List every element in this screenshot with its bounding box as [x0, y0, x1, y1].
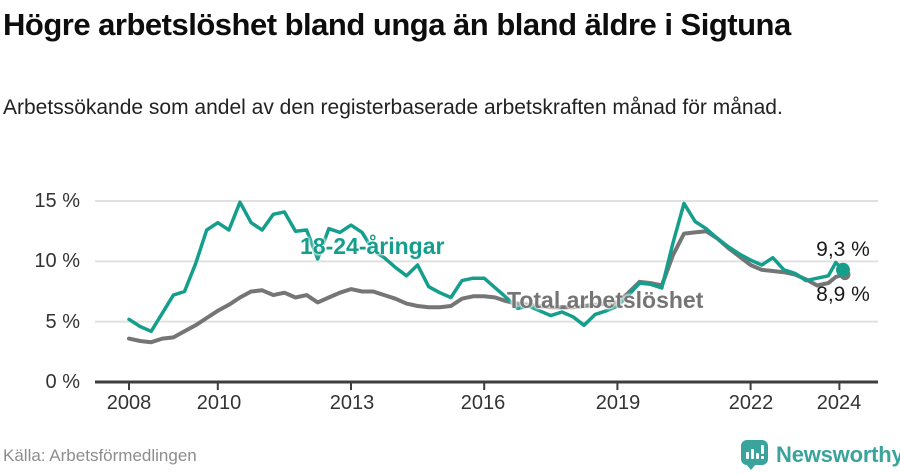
series-label-total: Total arbetslöshet	[507, 287, 704, 313]
source-note: Källa: Arbetsförmedlingen	[3, 446, 197, 465]
x-axis-label-2013: 2013	[329, 392, 375, 414]
page-title: Högre arbetslöshet bland unga än bland ä…	[3, 7, 791, 42]
end-value-label-youth: 9,3 %	[816, 238, 870, 261]
y-axis-label-10: 10 %	[34, 250, 80, 272]
newsworthy-logo-icon	[741, 440, 768, 470]
x-axis-label-2016: 2016	[460, 392, 506, 414]
y-axis-label-15: 15 %	[34, 190, 80, 212]
x-axis-label-2008: 2008	[106, 392, 152, 414]
y-axis-label-0: 0 %	[45, 371, 80, 393]
newsworthy-wordmark: Newsworthy	[776, 442, 900, 467]
series-end-dot-youth	[835, 262, 850, 277]
series-line-youth	[127, 200, 845, 334]
page-subtitle: Arbetssökande som andel av den registerb…	[3, 96, 783, 119]
x-axis-label-2022: 2022	[728, 392, 774, 414]
x-axis-label-2019: 2019	[595, 392, 641, 414]
y-axis-label-5: 5 %	[45, 311, 80, 333]
x-axis-label-2010: 2010	[196, 392, 242, 414]
series-line-total	[127, 229, 845, 345]
series-label-youth: 18-24-åringar	[300, 233, 445, 259]
end-value-label-total: 8,9 %	[816, 283, 870, 306]
x-axis-label-2024: 2024	[816, 392, 862, 414]
newsworthy-logo[interactable]: Newsworthy	[741, 440, 900, 470]
